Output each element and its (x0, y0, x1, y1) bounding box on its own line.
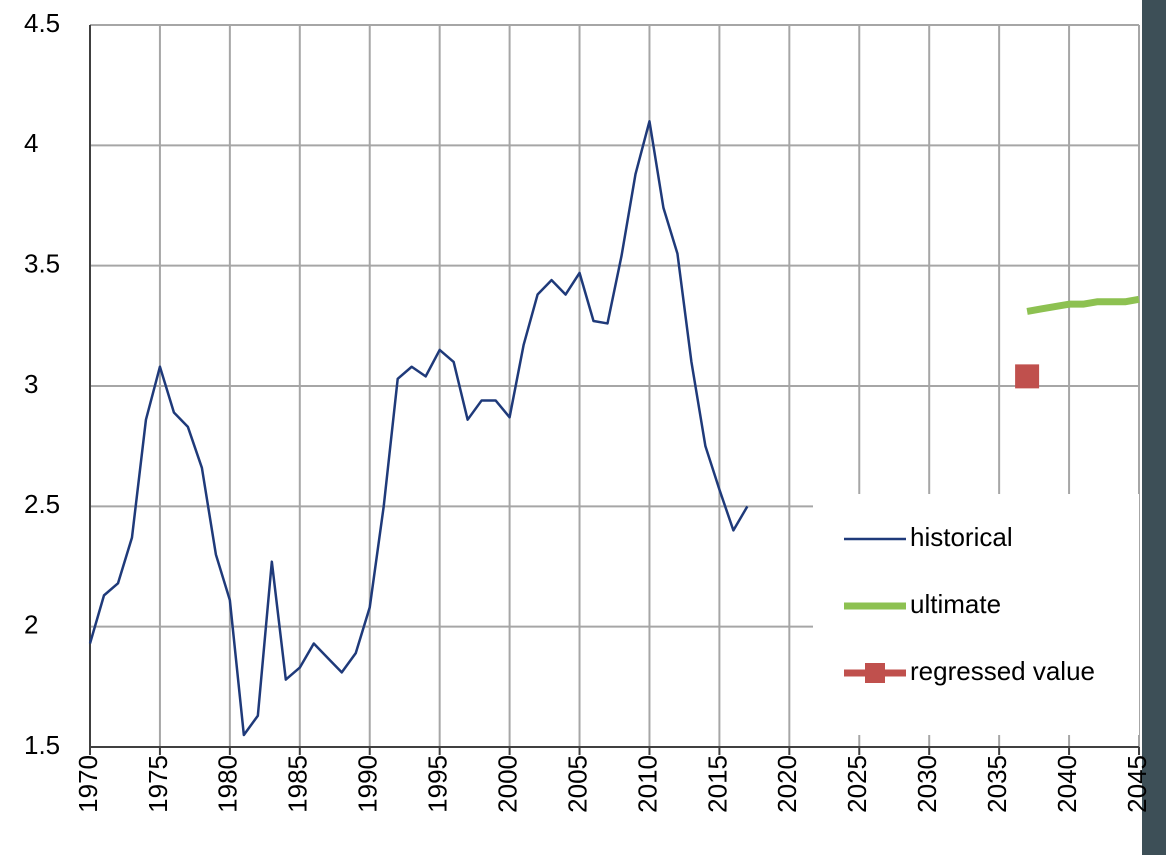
x-tick-label: 2015 (702, 755, 732, 813)
data-point (1015, 364, 1040, 389)
x-tick-label: 2000 (492, 755, 522, 813)
x-tick-label: 1985 (283, 755, 313, 813)
y-tick-label: 3.5 (24, 249, 60, 279)
legend-label: ultimate (910, 589, 1001, 619)
legend-label: regressed value (910, 656, 1095, 686)
series-line (1026, 295, 1140, 315)
x-tick-label: 2040 (1052, 755, 1082, 813)
x-tick-label: 1970 (73, 755, 103, 813)
x-tick-label: 2020 (772, 755, 802, 813)
x-tick-label: 2025 (842, 755, 872, 813)
y-tick-label: 4 (24, 128, 38, 158)
y-tick-label: 2.5 (24, 489, 60, 519)
x-tick-label: 1990 (353, 755, 383, 813)
x-tick-label: 2010 (632, 755, 662, 813)
x-tick-label: 2005 (562, 755, 592, 813)
x-tick-label: 1975 (143, 755, 173, 813)
y-tick-label: 4.5 (24, 8, 60, 38)
x-tick-label: 1995 (423, 755, 453, 813)
legend-marker (865, 663, 885, 683)
series-line (88, 120, 749, 737)
window-edge (1142, 0, 1166, 855)
y-tick-label: 2 (24, 610, 38, 640)
x-tick-label: 2030 (912, 755, 942, 813)
y-tick-label: 1.5 (24, 730, 60, 760)
x-tick-label: 2035 (982, 755, 1012, 813)
legend-box (813, 494, 1139, 735)
x-tick-label: 2045 (1122, 755, 1152, 813)
y-tick-label: 3 (24, 369, 38, 399)
legend-label: historical (910, 522, 1013, 552)
x-tick-label: 1980 (213, 755, 243, 813)
